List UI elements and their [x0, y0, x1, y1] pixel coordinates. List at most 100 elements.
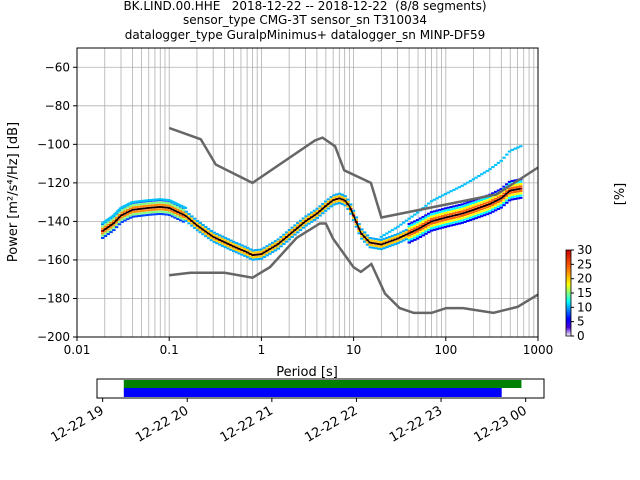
- colorbar-label: [%]: [613, 183, 628, 206]
- psd-cell: [466, 213, 470, 216]
- psd-cell: [519, 180, 523, 183]
- psd-cell: [507, 192, 512, 195]
- psd-cell: [148, 202, 152, 205]
- psd-cell: [466, 181, 470, 184]
- psd-cell: [293, 224, 297, 227]
- psd-cell: [321, 202, 325, 205]
- psd-cell: [485, 213, 490, 216]
- psd-cell: [415, 232, 420, 235]
- psd-cell: [443, 209, 448, 212]
- psd-cell: [337, 192, 342, 195]
- psd-cell: [474, 212, 478, 215]
- psd-cell: [424, 214, 428, 217]
- psd-cell: [140, 214, 144, 217]
- psd-cell: [245, 249, 250, 252]
- psd-cell: [296, 224, 300, 227]
- psd-cell: [109, 226, 113, 229]
- psd-cell: [460, 210, 464, 213]
- psd-cell: [513, 193, 517, 196]
- psd-cell: [488, 209, 492, 212]
- psd-cell: [326, 200, 331, 203]
- psd-cell: [240, 253, 244, 256]
- psd-cell: [142, 212, 147, 215]
- psd-cell: [126, 208, 130, 211]
- psd-cell: [471, 199, 476, 202]
- psd-cell: [519, 183, 523, 186]
- psd-cell: [323, 202, 328, 205]
- psd-cell: [156, 201, 161, 204]
- psd-cell: [474, 200, 478, 203]
- psd-cell: [192, 220, 197, 223]
- psd-cell: [485, 210, 490, 213]
- psd-cell: [427, 219, 431, 222]
- psd-cell: [354, 216, 359, 219]
- psd-cell: [204, 225, 208, 228]
- psd-cell: [114, 226, 119, 229]
- psd-cell: [499, 159, 503, 162]
- psd-cell: [454, 211, 459, 214]
- psd-cell: [259, 255, 264, 258]
- psd-cell: [477, 202, 481, 205]
- psd-cell: [463, 214, 467, 217]
- psd-cell: [173, 205, 177, 208]
- psd-cell: [471, 178, 476, 181]
- psd-cell: [415, 221, 420, 224]
- psd-cell: [268, 243, 272, 246]
- psd-cell: [251, 258, 255, 261]
- psd-cell: [415, 219, 420, 222]
- psd-cell: [343, 195, 347, 198]
- psd-cell: [251, 256, 255, 259]
- psd-cell: [173, 212, 177, 215]
- psd-cell: [505, 197, 509, 200]
- psd-cell: [337, 202, 342, 205]
- psd-cell: [502, 156, 506, 159]
- x-axis-label: Period [s]: [276, 365, 338, 380]
- psd-cell: [131, 204, 136, 207]
- psd-cell: [112, 229, 116, 232]
- psd-cell: [153, 208, 158, 211]
- psd-cell: [156, 203, 161, 206]
- psd-cell: [441, 222, 445, 225]
- psd-cell: [407, 222, 411, 225]
- psd-cell: [165, 211, 169, 214]
- psd-cell: [449, 190, 453, 193]
- psd-cell: [376, 245, 381, 248]
- psd-cell: [304, 224, 308, 227]
- psd-cell: [505, 190, 509, 193]
- psd-cell: [315, 207, 319, 210]
- psd-cell: [159, 203, 163, 206]
- psd-cell: [190, 215, 194, 218]
- psd-cell: [457, 217, 462, 220]
- psd-cell: [468, 212, 473, 215]
- psd-cell: [477, 174, 481, 177]
- psd-cell: [212, 240, 216, 243]
- psd-cell: [307, 222, 311, 225]
- psd-cell: [493, 190, 498, 193]
- psd-cell: [248, 248, 253, 251]
- psd-cell: [371, 239, 375, 242]
- psd-cell: [410, 221, 414, 224]
- psd-cell: [128, 207, 133, 210]
- psd-cell: [209, 239, 214, 242]
- psd-cell: [204, 232, 208, 235]
- psd-cell: [468, 214, 473, 217]
- psd-cell: [137, 203, 141, 206]
- psd-cell: [195, 229, 200, 232]
- psd-cell: [273, 242, 278, 245]
- psd-cell: [162, 204, 166, 207]
- psd-cell: [429, 215, 434, 218]
- psd-cell: [493, 195, 498, 198]
- psd-cell: [463, 207, 467, 210]
- psd-cell: [237, 243, 241, 246]
- psd-cell: [401, 232, 406, 235]
- psd-cell: [337, 199, 342, 202]
- psd-cell: [446, 222, 450, 225]
- psd-cell: [519, 192, 523, 195]
- psd-cell: [480, 212, 484, 215]
- psd-cell: [505, 183, 509, 186]
- psd-cell: [290, 226, 294, 229]
- psd-cell: [452, 216, 456, 219]
- psd-cell: [371, 237, 375, 240]
- psd-cell: [156, 213, 161, 216]
